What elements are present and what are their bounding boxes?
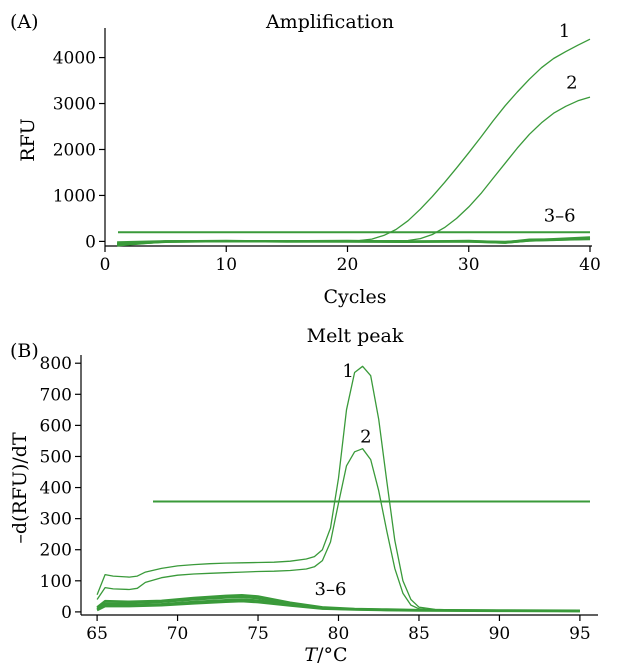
x-tick-label-b: 75: [247, 624, 269, 644]
y-tick-label-b: 700: [40, 385, 72, 405]
y-tick-label-a: 1000: [53, 186, 96, 206]
curve-label-b: 3–6: [315, 579, 347, 600]
y-tick-label-b: 500: [40, 447, 72, 467]
series-line-b-6: [96, 600, 580, 613]
series-line-a-2: [117, 96, 591, 245]
x-axis-title-a: Cycles: [324, 286, 387, 308]
x-tick-label-b: 80: [328, 624, 350, 644]
y-tick-label-b: 300: [40, 510, 72, 530]
chart-panel-a: (A) Amplification RFU Cycles 0 10 20 30 40 0 1…: [10, 11, 601, 308]
x-tick-label-b: 90: [489, 624, 511, 644]
curve-label-a: 2: [566, 72, 577, 93]
x-tick-label-a: 40: [579, 255, 601, 275]
y-tick-label-b: 200: [40, 541, 72, 561]
chart-title-b: Melt peak: [307, 325, 404, 347]
y-tick-label-b: 0: [61, 603, 72, 623]
x-tick-label-a: 0: [100, 255, 111, 275]
x-tick-label-b: 85: [408, 624, 430, 644]
y-tick-label-b: 600: [40, 416, 72, 436]
y-tick-label-a: 4000: [53, 49, 96, 69]
x-tick-label-b: 95: [569, 624, 591, 644]
x-tick-label-b: 70: [167, 624, 189, 644]
y-tick-label-b: 400: [40, 479, 72, 499]
y-tick-label-a: 0: [85, 232, 96, 252]
curve-label-b: 1: [342, 361, 353, 382]
panel-label-b: (B): [10, 340, 39, 362]
chart-title-a: Amplification: [265, 11, 394, 33]
series-line-b-2: [96, 448, 580, 612]
curve-label-b: 2: [360, 426, 371, 447]
curve-label-a: 3–6: [544, 206, 576, 227]
y-tick-label-b: 100: [40, 572, 72, 592]
series-line-a-1: [117, 38, 591, 244]
series-line-a-6: [117, 238, 591, 246]
x-tick-label-a: 20: [337, 255, 359, 275]
x-axis-title-b: T/°C: [304, 644, 347, 666]
y-tick-label-a: 3000: [53, 95, 96, 115]
y-tick-label-a: 2000: [53, 140, 96, 160]
y-axis-title-b: –d(RFU)/dT: [9, 432, 31, 544]
x-tick-label-a: 30: [458, 255, 480, 275]
y-axis-title-a: RFU: [17, 118, 39, 162]
curve-label-a: 1: [559, 21, 570, 42]
x-tick-label-b: 65: [86, 624, 108, 644]
panel-label-a: (A): [10, 11, 39, 33]
y-tick-label-b: 800: [40, 354, 72, 374]
chart-panel-b: (B) Melt peak –d(RFU)/dT T/°C 65 70 75 80 85…: [9, 325, 598, 666]
x-tick-label-a: 10: [215, 255, 237, 275]
series-line-b-1: [96, 365, 580, 612]
